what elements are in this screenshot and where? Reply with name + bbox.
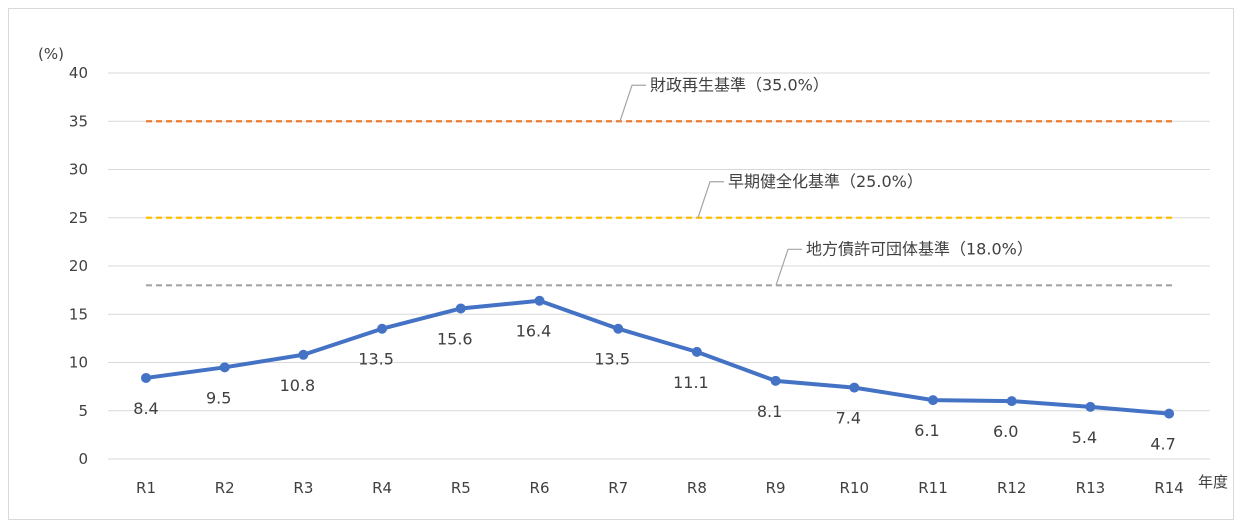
reference-callout bbox=[775, 248, 802, 286]
x-tick-label: R7 bbox=[608, 479, 628, 497]
reference-line-label: 地方債許可団体基準（18.0%） bbox=[806, 239, 1033, 258]
data-label: 4.7 bbox=[1150, 435, 1175, 454]
x-tick-label: R3 bbox=[293, 479, 313, 497]
data-point bbox=[928, 395, 938, 406]
data-point bbox=[1085, 401, 1096, 412]
x-tick-label: R10 bbox=[840, 479, 870, 497]
series-line bbox=[145, 298, 1170, 416]
data-point bbox=[219, 362, 230, 373]
chart-frame bbox=[8, 8, 1234, 520]
x-axis-label: 年度 bbox=[1198, 473, 1228, 491]
data-label: 13.5 bbox=[358, 350, 394, 369]
data-label: 5.4 bbox=[1072, 428, 1097, 447]
x-tick-label: R12 bbox=[997, 479, 1027, 497]
data-label: 11.1 bbox=[673, 373, 709, 392]
data-label: 13.5 bbox=[594, 350, 630, 369]
y-tick-label: 0 bbox=[78, 450, 88, 468]
data-point bbox=[770, 375, 781, 386]
y-tick-label: 5 bbox=[78, 402, 88, 420]
data-point bbox=[534, 295, 545, 306]
data-point bbox=[377, 323, 388, 334]
reference-callout bbox=[697, 181, 724, 218]
data-label: 6.0 bbox=[993, 422, 1018, 441]
x-tick-label: R13 bbox=[1076, 479, 1106, 497]
y-tick-label: 20 bbox=[69, 257, 88, 275]
data-label: 7.4 bbox=[836, 409, 861, 428]
reference-lines: 財政再生基準（35.0%） 早期健全化基準（25.0%） 地方債許可団体基準（18.… bbox=[146, 75, 1172, 287]
data-point bbox=[141, 372, 151, 383]
x-tick-label: R2 bbox=[215, 479, 235, 497]
reference-callout bbox=[619, 84, 646, 122]
y-tick-label: 25 bbox=[69, 209, 88, 227]
x-tick-label: R9 bbox=[766, 479, 786, 497]
x-tick-label: R1 bbox=[136, 479, 156, 497]
series-layer bbox=[141, 295, 1175, 419]
x-tick-label: R4 bbox=[372, 479, 392, 497]
y-tick-label: 40 bbox=[69, 64, 88, 82]
data-point bbox=[849, 382, 860, 393]
data-label: 8.4 bbox=[133, 399, 158, 418]
data-point bbox=[1006, 396, 1017, 407]
y-tick-label: 15 bbox=[69, 305, 88, 323]
x-tick-label: R8 bbox=[687, 479, 707, 497]
x-tick-label: R5 bbox=[451, 479, 471, 497]
data-label: 6.1 bbox=[914, 421, 939, 440]
data-label: 9.5 bbox=[206, 388, 231, 407]
labels-layer: 8.4 9.5 10.8 13.5 15.6 16.4 13.5 11.1 8.1 7.4 6.1 6… bbox=[133, 322, 1176, 454]
data-point bbox=[298, 349, 309, 360]
x-tick-label: R14 bbox=[1154, 479, 1184, 497]
y-tick-label: 10 bbox=[69, 354, 88, 372]
data-label: 8.1 bbox=[757, 402, 782, 421]
data-point bbox=[691, 346, 702, 357]
y-axis-label: (%) bbox=[38, 45, 64, 63]
data-point bbox=[613, 323, 624, 334]
x-tick-label: R6 bbox=[530, 479, 550, 497]
gridlines: 0 5 10 15 20 25 30 35 40 R1 R2 R3 R4 R5 R6 R7 R8 R9 R10 R11… bbox=[69, 64, 1210, 497]
data-point bbox=[455, 303, 466, 314]
data-label: 16.4 bbox=[516, 322, 552, 341]
reference-line-label: 財政再生基準（35.0%） bbox=[650, 75, 829, 94]
x-tick-label: R11 bbox=[918, 479, 948, 497]
data-point bbox=[1164, 408, 1175, 419]
reference-line-label: 早期健全化基準（25.0%） bbox=[728, 172, 923, 191]
y-tick-label: 30 bbox=[69, 161, 88, 179]
data-label: 15.6 bbox=[437, 329, 473, 348]
y-tick-label: 35 bbox=[69, 112, 88, 130]
data-label: 10.8 bbox=[280, 376, 316, 395]
